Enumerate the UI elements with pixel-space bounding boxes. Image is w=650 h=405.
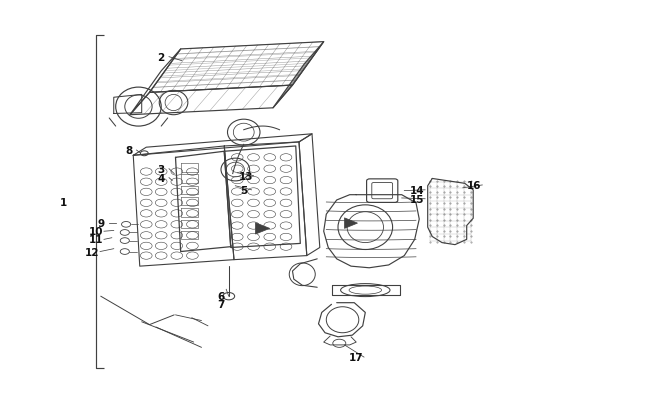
Text: 7: 7 [217, 300, 225, 309]
Text: 14: 14 [410, 185, 424, 195]
Text: 16: 16 [467, 181, 482, 190]
Polygon shape [344, 218, 358, 229]
Text: 9: 9 [98, 219, 104, 228]
Text: 17: 17 [349, 352, 363, 362]
Text: 2: 2 [157, 53, 165, 62]
Text: 15: 15 [410, 194, 424, 204]
Text: 3: 3 [157, 164, 165, 174]
Text: 13: 13 [239, 171, 253, 181]
Polygon shape [255, 223, 270, 234]
Text: 11: 11 [89, 235, 103, 245]
Text: 8: 8 [125, 146, 133, 156]
Text: 1: 1 [60, 198, 68, 207]
Text: 6: 6 [217, 292, 225, 301]
Text: 5: 5 [240, 185, 248, 195]
Text: 4: 4 [157, 173, 165, 183]
Text: 12: 12 [85, 247, 99, 257]
Text: 10: 10 [89, 227, 103, 237]
